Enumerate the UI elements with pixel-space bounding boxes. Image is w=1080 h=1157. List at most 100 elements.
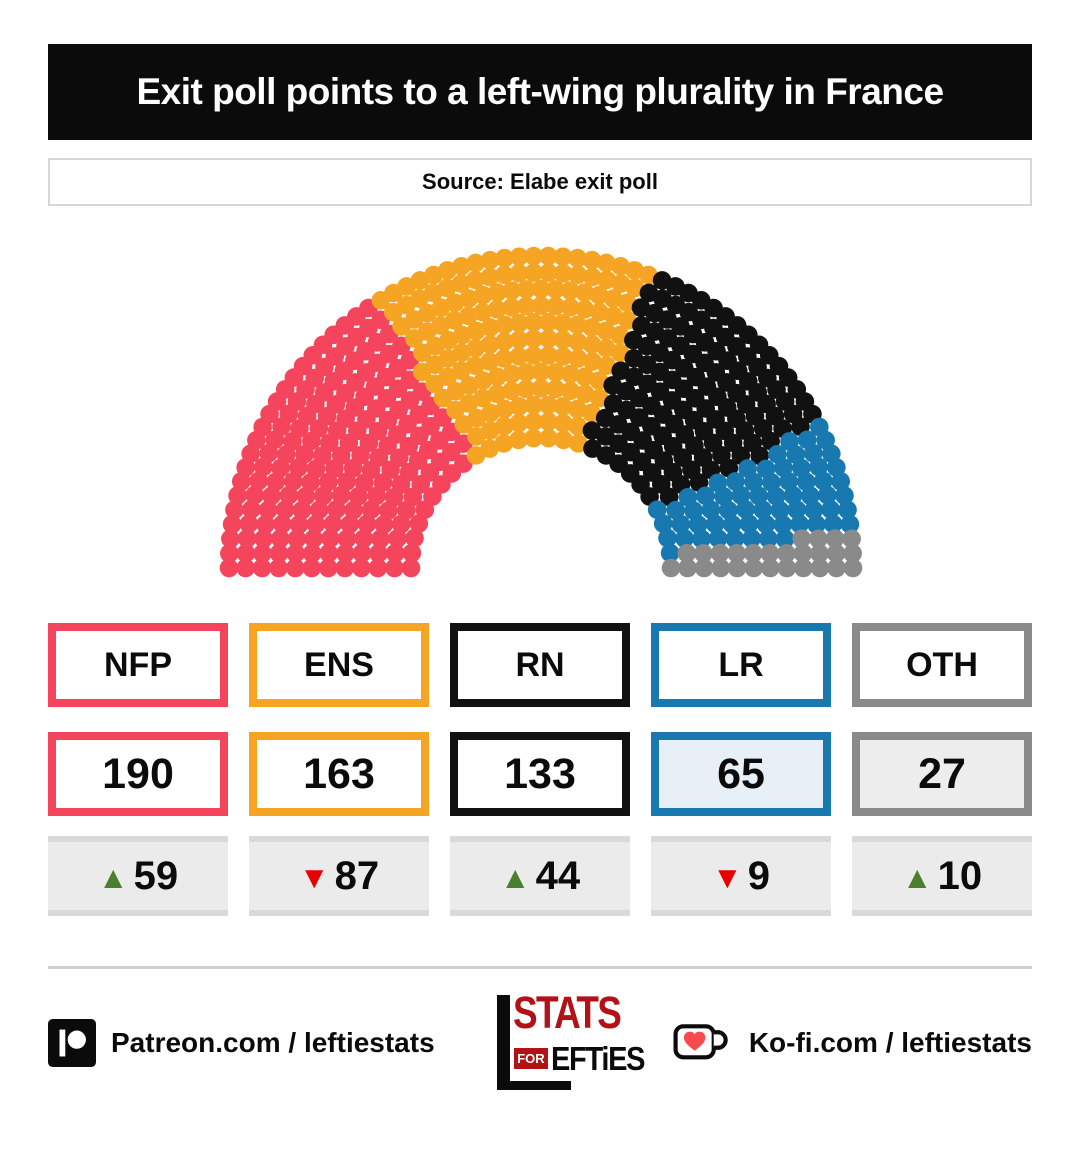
seat-dot: [743, 543, 763, 563]
seat-dot: [796, 472, 816, 492]
seat-dot: [487, 384, 507, 404]
seat-dot: [722, 515, 742, 534]
seat-dot: [827, 458, 846, 477]
seat-dot: [727, 544, 746, 563]
seat-dot: [225, 500, 244, 520]
seat-dot: [840, 514, 860, 534]
seat-dot: [825, 529, 845, 548]
party-change: 44: [535, 853, 581, 898]
seat-dot: [459, 306, 478, 326]
seat-dot: [590, 302, 609, 322]
seat-dot: [336, 544, 355, 563]
seat-dot: [438, 261, 457, 280]
seat-dot: [289, 515, 309, 534]
title-bar: Exit poll points to a left-wing pluralit…: [48, 44, 1032, 140]
footer-divider: [48, 966, 1032, 969]
seat-dot: [553, 313, 573, 333]
seat-dot: [340, 515, 360, 534]
seat-dot: [773, 515, 793, 534]
seat-dot: [658, 528, 677, 548]
seat-dot: [517, 280, 536, 299]
seat-dot: [597, 356, 617, 375]
seat-dot: [821, 500, 840, 519]
seat-dot: [228, 486, 247, 505]
seat-dot: [221, 529, 240, 549]
seat-dot: [262, 486, 281, 506]
seat-dot: [701, 500, 721, 519]
seat-dot: [494, 265, 514, 285]
kofi-badge: Ko-fi.com / leftiestats: [672, 1019, 1032, 1067]
seat-dot: [787, 500, 807, 519]
seat-dot: [531, 279, 551, 299]
seat-dot: [495, 332, 514, 351]
seat-dot: [517, 363, 536, 382]
seat-dot: [694, 558, 714, 578]
seat-dot: [509, 264, 529, 283]
seat-dot: [480, 421, 500, 440]
seat-dot: [842, 529, 861, 549]
seat-dot: [719, 500, 738, 520]
seat-dot: [777, 558, 797, 578]
seat-dot: [445, 311, 464, 330]
patreon-link-text: Patreon.com / leftiestats: [111, 1027, 435, 1058]
seat-dot: [242, 500, 261, 519]
seat-dot: [793, 543, 813, 563]
seat-dot: [480, 250, 500, 270]
seat-dot: [589, 285, 609, 305]
seat-dot: [287, 529, 307, 549]
seat-dot: [488, 283, 507, 302]
party-seats: 27: [918, 749, 966, 798]
seat-dot: [560, 281, 580, 300]
seat-dot: [809, 529, 828, 549]
party-change: 9: [747, 853, 770, 898]
seat-dot: [327, 500, 346, 519]
party-change: 59: [133, 853, 179, 898]
seat-dot: [711, 558, 730, 578]
seat-dot: [480, 352, 499, 371]
seat-dot: [567, 399, 587, 419]
seat-dot: [692, 529, 711, 549]
seat-dot: [502, 297, 521, 317]
seat-dot: [524, 246, 543, 266]
up-triangle-icon: ▲: [499, 859, 531, 895]
seat-dot: [546, 296, 566, 316]
seat-dot: [647, 500, 667, 519]
seat-dot: [790, 514, 809, 534]
seat-dot: [827, 558, 846, 578]
seat-dot: [539, 395, 558, 415]
patreon-icon: [48, 1019, 96, 1067]
seat-dot: [473, 388, 492, 408]
seat-dot: [494, 434, 514, 453]
source-box: Source: Elabe exit poll: [48, 158, 1032, 206]
party-seats-box-ens: 163: [249, 732, 429, 816]
seat-dot: [539, 412, 558, 431]
seat-dot: [405, 528, 424, 548]
seat-dot: [302, 544, 322, 563]
seat-dot: [451, 274, 471, 293]
seat-dot: [401, 558, 421, 578]
seat-dot: [524, 263, 543, 282]
seat-dot: [604, 306, 623, 326]
seat-dot: [466, 338, 486, 358]
seat-dot: [756, 514, 776, 534]
legend-column-lr: LR 65 ▼ 9: [651, 623, 831, 916]
party-change-box-rn: ▲ 44: [450, 836, 630, 916]
seat-dot: [753, 500, 773, 520]
seat-dot: [843, 558, 863, 578]
seat-dot: [739, 514, 759, 534]
footer: Patreon.com / leftiestats STATS FOR EFTi…: [48, 990, 1032, 1095]
seat-dot: [385, 543, 405, 563]
seat-dot: [402, 543, 422, 563]
party-seats: 65: [717, 749, 765, 798]
seat-dot: [245, 485, 264, 505]
party-change-box-nfp: ▲ 59: [48, 836, 228, 916]
seat-dot: [677, 543, 697, 563]
seat-dot: [736, 500, 755, 519]
legend-column-nfp: NFP 190 ▲ 59: [48, 623, 228, 916]
seat-dot: [575, 384, 595, 404]
party-change-box-oth: ▲ 10: [852, 836, 1032, 916]
legend: NFP 190 ▲ 59 ENS 163 ▼ 87 RN: [48, 623, 1032, 916]
seat-dot: [835, 486, 854, 505]
seat-dot: [792, 529, 812, 548]
up-triangle-icon: ▲: [901, 859, 933, 895]
